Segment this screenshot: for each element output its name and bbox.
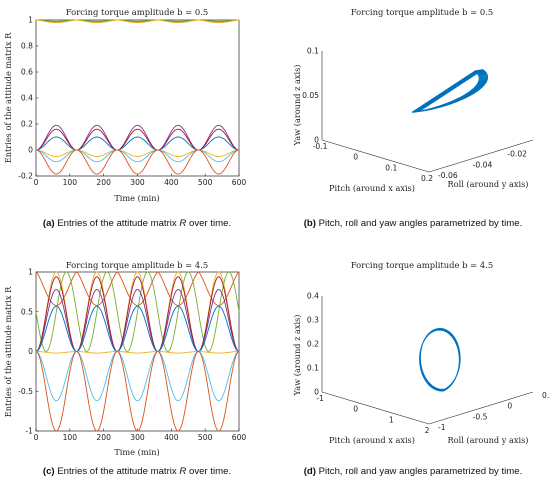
- panel-d-xtick-label: 0: [353, 405, 358, 414]
- panel-a-series-line: [35, 149, 240, 163]
- panel-c-series-line: [35, 271, 240, 352]
- panel-a-xtick-label: 500: [198, 178, 213, 187]
- panel-a-ytick-label: -0.2: [18, 172, 33, 181]
- panel-a-series-line: [35, 136, 240, 151]
- panel-b-xtick-label: 0: [353, 153, 358, 162]
- panel-a-series-line: [35, 149, 240, 157]
- panel-a-series-line: [35, 19, 240, 22]
- panel-a-xtick-label: 600: [232, 178, 247, 187]
- panel-b: Forcing torque amplitude b = 0.5 -0.100.…: [292, 7, 534, 229]
- panel-d-ztick-label: 0.1: [307, 364, 319, 373]
- panel-a-xlabel: Time (min): [114, 193, 159, 203]
- panel-c-xtick-label: 400: [164, 433, 179, 442]
- panel-d-ytick-label: 0.5: [542, 391, 550, 400]
- panel-b-ztick-label: 0.1: [307, 47, 319, 56]
- panel-b-ylabel: Roll (around y axis): [448, 179, 529, 189]
- panel-c-xlabel: Time (min): [114, 447, 159, 457]
- panel-d-xlabel: Pitch (around x axis): [329, 435, 415, 445]
- panel-d-ztick-label: 0: [314, 388, 319, 397]
- panel-d-ytick-label: 0: [507, 402, 512, 411]
- panel-d-xtick-label: -1: [316, 394, 324, 403]
- panel-a-ytick-label: 0.2: [21, 120, 33, 129]
- panel-a-xtick-label: 100: [63, 178, 78, 187]
- panel-c-series-line: [35, 351, 240, 402]
- panel-d-trajectory: [419, 327, 461, 393]
- panel-c-series-line: [35, 351, 240, 432]
- panel-d-ztick-label: 0.3: [307, 316, 319, 325]
- panel-a-xtick-label: 400: [164, 178, 179, 187]
- panel-c-series-line: [35, 289, 240, 352]
- panel-d-ytick-label: -1: [438, 423, 446, 432]
- panel-a-caption: (a) Entries of the attitude matrix R ove…: [43, 218, 231, 229]
- panel-d-ylabel: Roll (around y axis): [448, 435, 529, 445]
- panel-c-xtick-label: 0: [34, 433, 39, 442]
- panel-a-xtick-label: 300: [130, 178, 145, 187]
- panel-a-ytick-label: 0.6: [21, 68, 33, 77]
- panel-a-ytick-label: 0.4: [21, 94, 33, 103]
- panel-b-xlabel: Pitch (around x axis): [329, 183, 415, 193]
- panel-a-axes-box: [35, 19, 240, 177]
- panel-a-xtick-label: 0: [34, 178, 39, 187]
- panel-c-xtick-label: 100: [63, 433, 78, 442]
- panel-a-ytick-label: 0: [28, 146, 33, 155]
- panel-b-ztick-label: 0.05: [302, 91, 319, 100]
- panel-c-xtick-label: 300: [130, 433, 145, 442]
- panel-b-x-axis: [321, 139, 430, 173]
- panel-d-xtick-label: 1: [389, 415, 394, 424]
- panel-c-ytick-label: 0: [28, 347, 33, 356]
- panel-c-ylabel: Entries of the attitude matrix R: [3, 286, 13, 417]
- panel-c-ytick-label: 0.5: [21, 307, 33, 316]
- panel-a-series-line: [35, 149, 240, 175]
- panel-a-series-line: [35, 128, 240, 151]
- panel-a-ylabel: Entries of the attitude matrix R: [3, 32, 13, 163]
- panel-a: Forcing torque amplitude b = 0.5 0 100 200…: [3, 7, 246, 229]
- panel-d-zlabel: Yaw (around z axis): [292, 315, 302, 397]
- panel-b-trajectory: [411, 69, 489, 113]
- panel-c-ytick-label: -0.5: [18, 387, 33, 396]
- panel-b-ytick-label: -0.06: [438, 171, 458, 180]
- panel-b-xtick-label: -0.1: [313, 142, 328, 151]
- panel-c-ytick-label: 1: [28, 268, 33, 277]
- panel-a-title: Forcing torque amplitude b = 0.5: [66, 7, 208, 17]
- panel-b-title: Forcing torque amplitude b = 0.5: [351, 7, 493, 17]
- panel-d-ztick-label: 0.2: [307, 340, 319, 349]
- panel-a-ytick-label: 0.8: [21, 42, 33, 51]
- panel-a-xtick-label: 200: [96, 178, 111, 187]
- panel-c-caption: (c) Entries of the attitude matrix R ove…: [43, 466, 231, 477]
- panel-d-ytick-label: -0.5: [473, 412, 488, 421]
- panel-b-xtick-label: 0.1: [385, 163, 397, 172]
- panel-d-title: Forcing torque amplitude b = 4.5: [351, 260, 493, 270]
- panel-c-series-line: [35, 271, 240, 306]
- panel-d-x-axis: [321, 391, 430, 425]
- panel-b-xtick-label: 0.2: [421, 174, 433, 183]
- panel-b-ytick-label: -0.04: [473, 160, 493, 169]
- panel-c-xtick-label: 500: [198, 433, 213, 442]
- panel-a-series-line: [35, 19, 240, 24]
- panel-c-xtick-label: 200: [96, 433, 111, 442]
- panel-d-ztick-label: 0.4: [307, 292, 319, 301]
- panel-c-series-line: [36, 351, 239, 354]
- panel-a-ytick-label: 1: [28, 16, 33, 25]
- panel-d-y-axis: [428, 391, 534, 425]
- panel-b-caption: (b) Pitch, roll and yaw angles parametri…: [304, 218, 523, 229]
- panel-a-series-line: [35, 124, 240, 151]
- panel-d-caption: (d) Pitch, roll and yaw angles parametri…: [304, 466, 523, 477]
- panel-d-xtick-label: 2: [425, 426, 430, 435]
- panel-c-xtick-label: 600: [232, 433, 247, 442]
- panel-b-y-axis: [428, 139, 534, 173]
- panel-c-title: Forcing torque amplitude b = 4.5: [66, 260, 208, 270]
- panel-b-ytick-label: -0.02: [507, 150, 527, 159]
- panel-b-ztick-label: 0: [314, 136, 319, 145]
- panel-c-ytick-label: -1: [25, 427, 33, 436]
- panel-c-series-line: [35, 305, 240, 352]
- panel-b-zlabel: Yaw (around z axis): [292, 65, 302, 147]
- panel-c: Forcing torque amplitude b = 4.5 0 100 200…: [3, 260, 246, 477]
- panel-c-series-line: [35, 276, 240, 352]
